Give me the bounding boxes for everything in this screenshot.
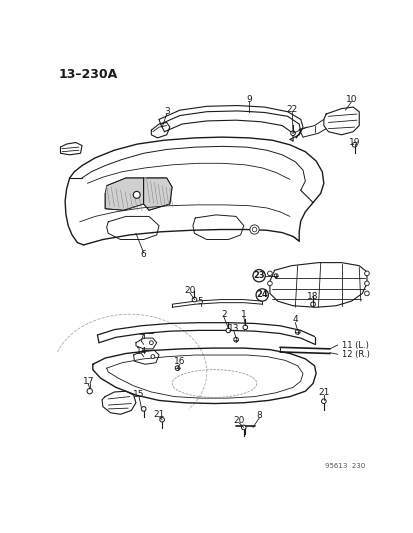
Text: 1: 1 <box>240 310 246 319</box>
Circle shape <box>149 341 153 345</box>
Text: 21: 21 <box>153 410 164 419</box>
Text: 11 (L.): 11 (L.) <box>341 341 368 350</box>
Text: 3: 3 <box>164 107 169 116</box>
Polygon shape <box>105 178 143 210</box>
Circle shape <box>159 417 164 422</box>
Text: 22: 22 <box>286 105 297 114</box>
Circle shape <box>87 389 92 394</box>
Circle shape <box>267 281 272 286</box>
Text: 95613  230: 95613 230 <box>324 463 365 469</box>
Circle shape <box>133 191 140 198</box>
Circle shape <box>241 425 245 430</box>
Circle shape <box>225 328 230 333</box>
Circle shape <box>252 227 256 232</box>
Text: 6: 6 <box>140 251 146 260</box>
Circle shape <box>364 271 368 276</box>
Text: 16: 16 <box>173 358 185 367</box>
Circle shape <box>364 291 368 296</box>
Text: 12 (R.): 12 (R.) <box>341 350 368 359</box>
Circle shape <box>321 399 325 403</box>
Text: 13: 13 <box>228 324 239 333</box>
Text: 7: 7 <box>138 334 144 343</box>
Text: 10: 10 <box>345 95 356 104</box>
Text: 13–230A: 13–230A <box>59 68 118 81</box>
Text: 18: 18 <box>306 292 318 301</box>
Circle shape <box>233 337 238 342</box>
Text: 21: 21 <box>317 388 329 397</box>
Text: 20: 20 <box>184 286 195 295</box>
Circle shape <box>310 302 315 306</box>
Circle shape <box>364 281 368 286</box>
Polygon shape <box>143 178 172 210</box>
Circle shape <box>273 274 278 278</box>
Text: 23: 23 <box>253 271 264 280</box>
Circle shape <box>242 325 247 329</box>
Text: 24: 24 <box>256 290 268 300</box>
Text: 19: 19 <box>348 138 359 147</box>
Circle shape <box>351 142 356 147</box>
Text: 17: 17 <box>82 377 94 386</box>
Circle shape <box>267 271 272 276</box>
Circle shape <box>141 407 146 411</box>
Text: 2: 2 <box>221 310 226 319</box>
Text: 15: 15 <box>133 390 145 399</box>
Circle shape <box>256 289 268 301</box>
Circle shape <box>151 354 154 359</box>
Text: 14: 14 <box>135 346 147 356</box>
Text: 9: 9 <box>246 95 252 104</box>
Circle shape <box>252 270 265 282</box>
Circle shape <box>175 366 179 370</box>
Circle shape <box>290 131 294 135</box>
Text: 8: 8 <box>256 411 261 421</box>
Text: 4: 4 <box>292 315 297 324</box>
Circle shape <box>192 297 196 302</box>
Circle shape <box>294 329 299 334</box>
Text: 20: 20 <box>233 416 244 425</box>
Text: 5: 5 <box>197 297 203 305</box>
Circle shape <box>249 225 259 234</box>
